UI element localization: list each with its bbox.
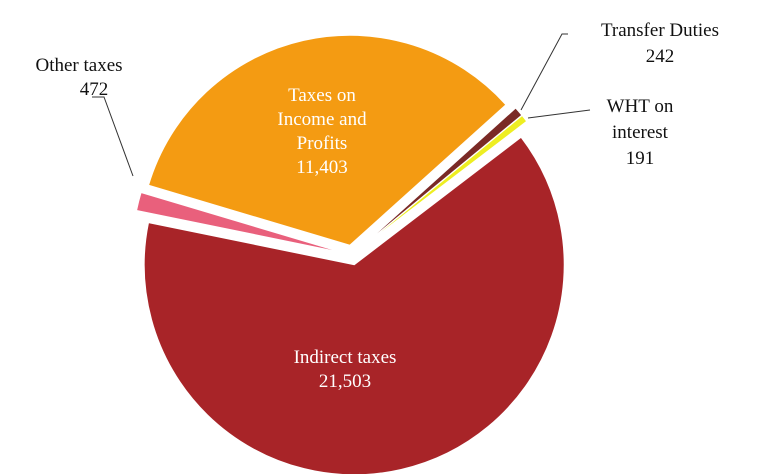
leader-line bbox=[527, 109, 591, 119]
category-label: Transfer Duties bbox=[600, 20, 720, 41]
category-label: Taxes on Income and Profits bbox=[277, 85, 367, 154]
value-label: 21,503 bbox=[318, 371, 372, 392]
slice-label: Indirect taxes 21,503 bbox=[245, 346, 445, 394]
slice-label: Transfer Duties 242 bbox=[560, 18, 760, 70]
category-label: Other taxes bbox=[35, 55, 123, 76]
slice-label: Other taxes 472 bbox=[4, 54, 154, 102]
value-label: 191 bbox=[625, 148, 655, 169]
pie-slice bbox=[147, 34, 507, 246]
pie-slice bbox=[135, 191, 343, 254]
value-label: 472 bbox=[79, 79, 109, 100]
value-label: 11,403 bbox=[296, 157, 348, 178]
leader-line bbox=[92, 96, 134, 177]
category-label: Indirect taxes bbox=[293, 347, 397, 368]
pie-slice bbox=[143, 136, 565, 474]
leader-lines bbox=[92, 33, 591, 177]
slice-label: Taxes on Income and Profits 11,403 bbox=[262, 84, 382, 180]
leader-line bbox=[520, 33, 568, 111]
value-label: 242 bbox=[645, 46, 675, 67]
pie-slice bbox=[359, 107, 523, 249]
slice-label: WHT on interest 191 bbox=[594, 94, 686, 172]
category-label: WHT on interest bbox=[606, 96, 674, 143]
